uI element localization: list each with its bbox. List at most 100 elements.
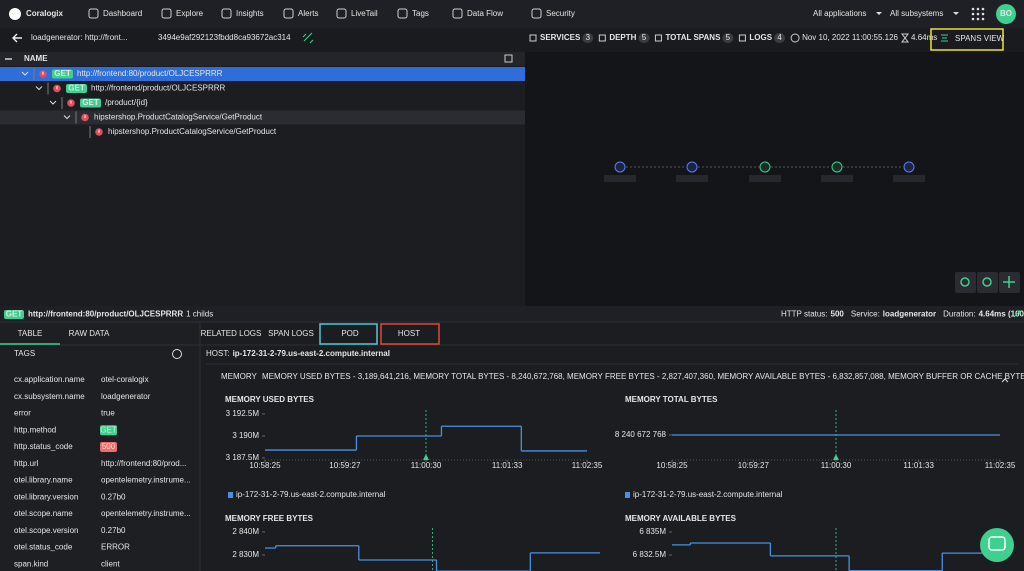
nav-item[interactable]: Data Flow [467, 9, 503, 18]
detail-field: 4.64ms (100%) [979, 310, 1024, 319]
apps-icon [981, 17, 985, 21]
tag-key: cx.application.name [14, 375, 85, 384]
apps-icon [976, 7, 980, 11]
link-icon[interactable] [302, 32, 314, 44]
x-tick-label: 11:00:30 [411, 461, 442, 470]
stat-label: DEPTH [609, 33, 636, 42]
span-name: http://frontend/product/OLJCESPRRR [91, 84, 226, 93]
detail-field: HTTP status: [781, 310, 828, 319]
method: GET [6, 310, 23, 319]
legend-swatch [625, 492, 630, 498]
caret [876, 12, 882, 15]
chat-icon [988, 536, 1006, 551]
logo [9, 8, 21, 20]
hourglass [901, 33, 910, 43]
nav-item[interactable]: Security [546, 9, 575, 18]
nav-item[interactable]: Tags [412, 9, 429, 18]
caret [953, 12, 959, 15]
y-tick-label: 3 190M [232, 431, 259, 440]
y-tick-label: 6 835M [639, 527, 666, 536]
chart-title: MEMORY FREE BYTES [225, 514, 314, 523]
tab[interactable]: RELATED LOGS [201, 329, 262, 338]
spans-icon [941, 34, 948, 42]
app-select[interactable]: All applications [813, 9, 866, 18]
x-tick-label: 11:00:30 [821, 461, 852, 470]
tag-value: http://frontend:80/prod... [101, 459, 186, 468]
tab[interactable]: SPAN LOGS [268, 329, 314, 338]
tag-key: otel.library.version [14, 492, 78, 501]
children-count: 1 childs [186, 310, 213, 319]
tag-value: 0.27b0 [101, 526, 126, 535]
chart-title: MEMORY USED BYTES [225, 395, 315, 404]
stat-icon [738, 34, 746, 42]
nav-item[interactable]: Insights [236, 9, 264, 18]
trace-id: 3494e9af292123fbdd8ca93672ac314 [158, 33, 291, 42]
detail-field: Service: [851, 310, 880, 319]
time-marker-head [423, 454, 429, 460]
method-badge [52, 69, 73, 79]
stat-badge [638, 33, 650, 43]
tag-value: opentelemetry.instrume... [101, 476, 191, 485]
chat-button[interactable] [980, 528, 1014, 562]
legend-label: ip-172-31-2-79.us-east-2.compute.interna… [236, 490, 386, 499]
collapse-tags[interactable] [172, 349, 182, 359]
chevron[interactable] [35, 86, 43, 91]
stat-badge [774, 33, 786, 43]
spans-view-button[interactable] [930, 28, 1004, 51]
stat-badge [722, 33, 734, 43]
expand-icon[interactable] [1013, 310, 1021, 318]
tag-value: loadgenerator [101, 392, 151, 401]
subsystem-select[interactable]: All subsystems [890, 9, 943, 18]
tree-header [0, 52, 525, 66]
zoom-in[interactable] [955, 272, 976, 293]
tag-badge [100, 442, 117, 452]
back-arrow[interactable] [12, 33, 22, 43]
tab[interactable]: HOST [398, 329, 420, 338]
tag-key: cx.subsystem.name [14, 392, 85, 401]
nav-icon [88, 8, 99, 19]
host-name: ip-172-31-2-79.us-east-2.compute.interna… [233, 349, 390, 358]
chevron[interactable] [21, 71, 29, 76]
nav-item[interactable]: Alerts [298, 9, 318, 18]
y-tick-label: 3 187.5M [226, 453, 260, 462]
nav-item[interactable]: Dashboard [103, 9, 142, 18]
x-tick-label: 10:58:25 [656, 461, 688, 470]
stat-value: 4 [777, 33, 782, 42]
tag-key: otel.library.name [14, 476, 73, 485]
trace-date: Nov 10, 2022 11:00:55.126 [802, 33, 898, 42]
error-mark [56, 86, 58, 90]
nav-item[interactable]: Explore [176, 9, 204, 18]
detail-field: loadgenerator [883, 310, 936, 319]
tree-row[interactable] [0, 67, 525, 81]
tree-row[interactable] [0, 110, 525, 125]
tag-key: otel.scope.version [14, 526, 78, 535]
tab[interactable]: RAW DATA [69, 329, 110, 338]
apps-icon [976, 17, 980, 21]
tab[interactable]: POD [341, 329, 359, 338]
zoom-out[interactable] [977, 272, 998, 293]
stat-value: 5 [726, 33, 731, 42]
brand: Coralogix [26, 9, 63, 18]
avatar [996, 4, 1016, 24]
tag-key: error [14, 409, 31, 418]
trace-title: loadgenerator: http://front... [31, 33, 128, 42]
span-url: http://frontend:80/product/OLJCESPRRR [28, 310, 183, 319]
stat-icon [529, 34, 537, 42]
tag-key: http.url [14, 459, 39, 468]
tag-value: 0.27b0 [101, 492, 126, 501]
chevron[interactable] [63, 115, 71, 120]
stat-icon [654, 34, 662, 42]
chevron[interactable] [49, 100, 57, 105]
tag-value: ERROR [101, 543, 130, 552]
nav-item[interactable]: LiveTail [351, 9, 378, 18]
apps-icon [971, 7, 975, 11]
clock-icon [790, 33, 800, 43]
collapse-section[interactable] [1001, 378, 1009, 383]
tab[interactable]: TABLE [18, 329, 43, 338]
zoom-controls[interactable] [955, 272, 1020, 293]
tag-key: otel.status_code [14, 543, 73, 552]
tree-row[interactable] [0, 96, 525, 110]
error-mark [42, 71, 44, 75]
tag-key: otel.scope.name [14, 509, 73, 518]
method: GET [82, 98, 99, 107]
